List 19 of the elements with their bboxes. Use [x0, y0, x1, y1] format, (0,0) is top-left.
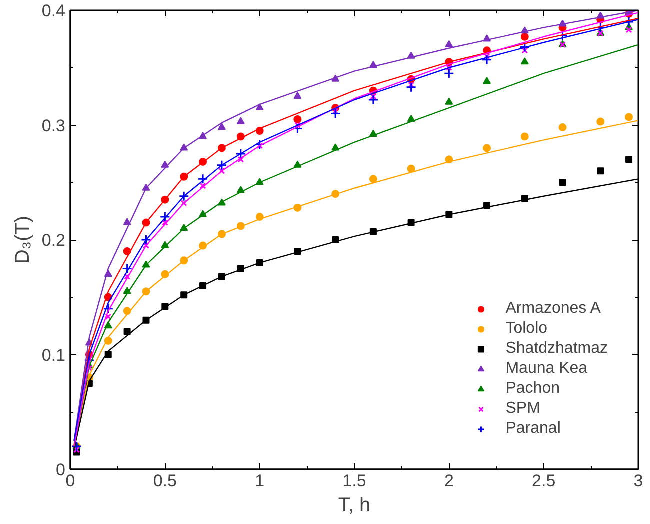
legend-label: Shatdzhatmaz [506, 340, 608, 358]
y-axis-title: D₃(T) [12, 216, 34, 264]
legend-label: Armazones A [506, 300, 601, 318]
legend-label: SPM [506, 400, 540, 418]
x-tick-label: 2.5 [532, 472, 556, 490]
x-tick-label: 1 [255, 472, 265, 490]
y-tick-label: 0.3 [42, 116, 66, 136]
x-axis-title: T, h [338, 494, 371, 516]
legend-label: Tololo [506, 320, 548, 338]
y-tick-label: 0.4 [42, 2, 66, 20]
x-tick-label: 0.5 [153, 472, 177, 490]
legend-label: Paranal [506, 420, 561, 438]
legend-label: Mauna Kea [506, 360, 588, 378]
x-tick-label: 1.5 [342, 472, 366, 490]
legend-label: Pachon [506, 380, 560, 398]
y-tick-label: 0.1 [42, 346, 66, 365]
x-tick-label: 3 [634, 472, 644, 490]
x-tick-label: 2 [444, 472, 454, 490]
y-tick-label: 0.2 [42, 231, 66, 250]
